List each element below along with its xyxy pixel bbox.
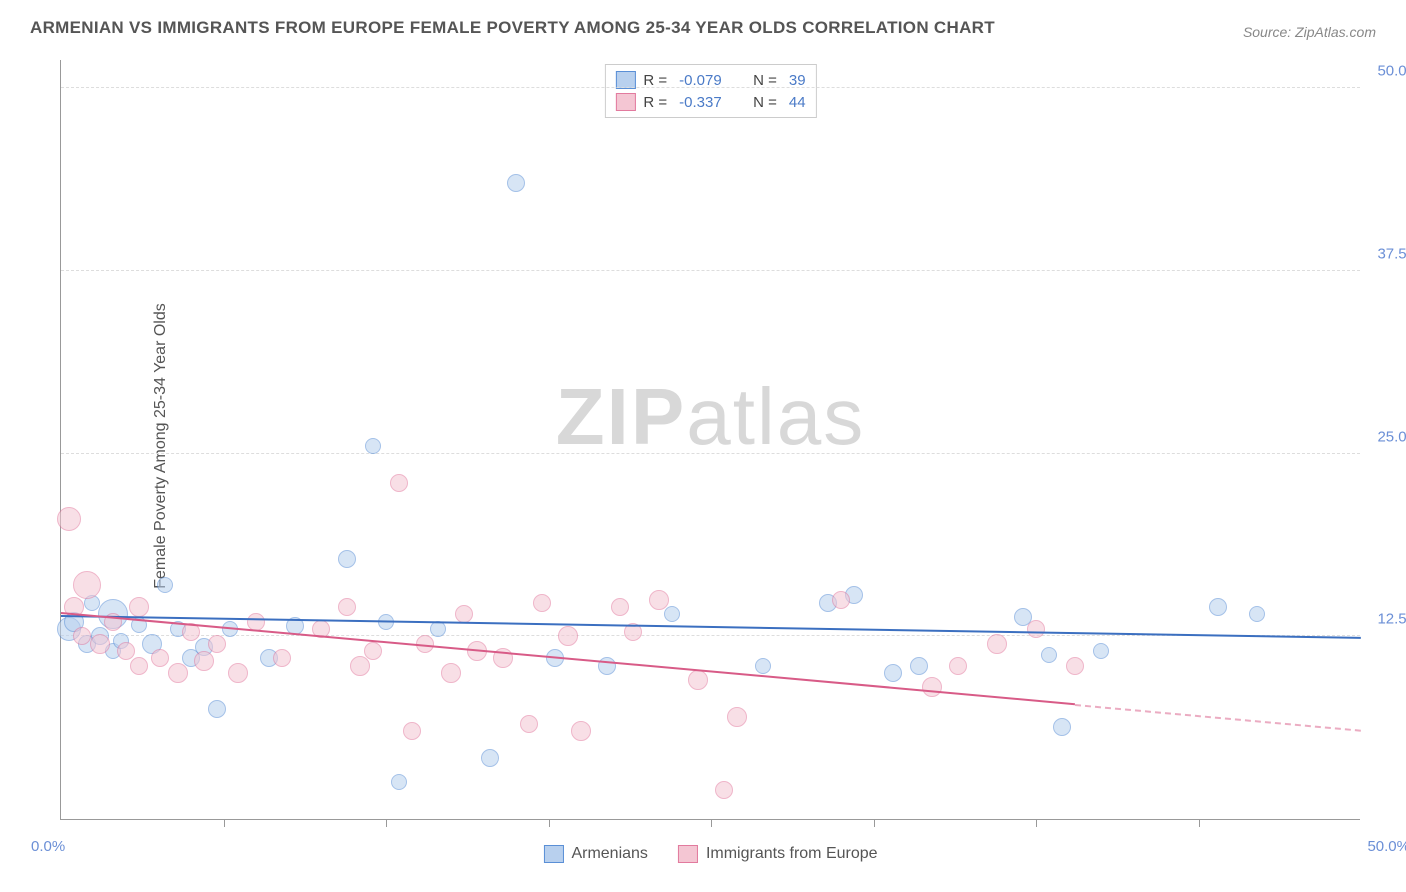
x-tick — [224, 819, 225, 827]
data-point — [533, 594, 551, 612]
data-point — [90, 634, 110, 654]
x-tick — [874, 819, 875, 827]
data-point — [350, 656, 370, 676]
x-tick — [1036, 819, 1037, 827]
r-value: -0.337 — [679, 94, 735, 111]
gridline — [61, 453, 1360, 454]
r-label: R = — [643, 94, 667, 111]
data-point — [338, 598, 356, 616]
data-point — [649, 590, 669, 610]
n-label: N = — [753, 94, 777, 111]
data-point — [403, 722, 421, 740]
data-point — [73, 627, 91, 645]
legend-swatch — [543, 845, 563, 863]
watermark-bold: ZIP — [556, 372, 686, 461]
data-point — [755, 658, 771, 674]
data-point — [922, 677, 942, 697]
data-point — [117, 642, 135, 660]
r-value: -0.079 — [679, 72, 735, 89]
data-point — [338, 550, 356, 568]
data-point — [558, 626, 578, 646]
data-point — [273, 649, 291, 667]
n-label: N = — [753, 72, 777, 89]
data-point — [520, 715, 538, 733]
n-value: 44 — [789, 94, 806, 111]
y-tick-label: 37.5% — [1377, 245, 1406, 262]
data-point — [987, 634, 1007, 654]
data-point — [130, 657, 148, 675]
series-legend: Armenians Immigrants from Europe — [543, 845, 877, 863]
data-point — [391, 774, 407, 790]
data-point — [1053, 718, 1071, 736]
gridline — [61, 270, 1360, 271]
legend-swatch — [615, 93, 635, 111]
y-tick-label: 12.5% — [1377, 611, 1406, 628]
correlation-row: R = -0.337 N = 44 — [615, 91, 805, 113]
data-point — [228, 663, 248, 683]
x-tick — [1199, 819, 1200, 827]
r-label: R = — [643, 72, 667, 89]
y-tick-label: 50.0% — [1377, 63, 1406, 80]
data-point — [157, 577, 173, 593]
data-point — [727, 707, 747, 727]
data-point — [507, 174, 525, 192]
y-tick-label: 25.0% — [1377, 428, 1406, 445]
data-point — [168, 663, 188, 683]
x-tick — [386, 819, 387, 827]
data-point — [364, 642, 382, 660]
watermark-rest: atlas — [686, 372, 865, 461]
data-point — [832, 591, 850, 609]
legend-label: Armenians — [571, 845, 647, 863]
data-point — [1027, 620, 1045, 638]
gridline — [61, 87, 1360, 88]
n-value: 39 — [789, 72, 806, 89]
x-axis-max-label: 50.0% — [1367, 838, 1406, 855]
watermark: ZIPatlas — [556, 371, 865, 463]
legend-item: Immigrants from Europe — [678, 845, 878, 863]
data-point — [390, 474, 408, 492]
data-point — [73, 571, 101, 599]
legend-item: Armenians — [543, 845, 647, 863]
data-point — [688, 670, 708, 690]
x-tick — [549, 819, 550, 827]
x-axis-min-label: 0.0% — [31, 838, 65, 855]
trend-line-dashed — [1075, 704, 1361, 732]
data-point — [208, 700, 226, 718]
data-point — [611, 598, 629, 616]
data-point — [1041, 647, 1057, 663]
data-point — [208, 635, 226, 653]
data-point — [664, 606, 680, 622]
data-point — [1066, 657, 1084, 675]
data-point — [481, 749, 499, 767]
data-point — [1249, 606, 1265, 622]
source-attribution: Source: ZipAtlas.com — [1243, 24, 1376, 40]
data-point — [598, 657, 616, 675]
data-point — [151, 649, 169, 667]
data-point — [129, 597, 149, 617]
data-point — [441, 663, 461, 683]
data-point — [884, 664, 902, 682]
data-point — [455, 605, 473, 623]
legend-label: Immigrants from Europe — [706, 845, 878, 863]
legend-swatch — [678, 845, 698, 863]
correlation-legend: R = -0.079 N = 39 R = -0.337 N = 44 — [604, 64, 816, 118]
data-point — [910, 657, 928, 675]
data-point — [365, 438, 381, 454]
data-point — [1093, 643, 1109, 659]
data-point — [571, 721, 591, 741]
data-point — [1209, 598, 1227, 616]
data-point — [57, 507, 81, 531]
data-point — [194, 651, 214, 671]
x-tick — [711, 819, 712, 827]
plot-area: ZIPatlas R =-0.079N =39R =-0.337N =44 0.… — [60, 60, 1360, 820]
chart-title: ARMENIAN VS IMMIGRANTS FROM EUROPE FEMAL… — [30, 18, 995, 38]
data-point — [715, 781, 733, 799]
data-point — [949, 657, 967, 675]
